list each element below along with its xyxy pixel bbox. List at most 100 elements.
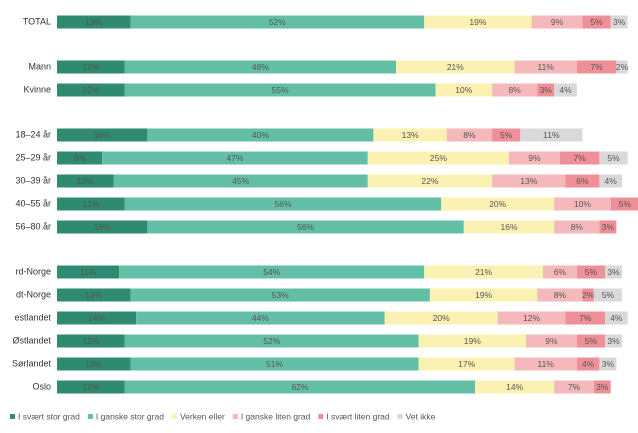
legend-swatch: [171, 414, 177, 419]
value-label: 45%: [232, 176, 249, 186]
value-label: 13%: [402, 130, 419, 140]
value-label: 10%: [574, 199, 591, 209]
value-label: 25%: [430, 153, 447, 163]
value-label: 20%: [489, 199, 506, 209]
value-label: 55%: [272, 85, 289, 95]
legend-label: I ganske stor grad: [96, 411, 164, 421]
value-label: 8%: [571, 222, 584, 232]
bar-segment: [542, 265, 577, 279]
value-label: 13%: [520, 176, 537, 186]
value-label: 21%: [447, 62, 464, 72]
legend-swatch: [10, 414, 15, 419]
value-label: 11%: [538, 359, 555, 369]
bar-segment: [124, 334, 419, 348]
value-label: 5%: [585, 336, 598, 346]
value-label: 16%: [94, 130, 111, 140]
value-label: 17%: [458, 359, 475, 369]
value-label: 3%: [540, 85, 553, 95]
bar-segment: [124, 380, 476, 394]
value-label: 5%: [602, 290, 615, 300]
value-label: 11%: [538, 62, 555, 72]
value-label: 3%: [607, 336, 620, 346]
bar-segment: [593, 288, 622, 302]
value-label: 13%: [85, 290, 102, 300]
bar-segment: [531, 15, 583, 29]
bar-segment: [384, 311, 498, 325]
bar-segment: [565, 174, 600, 188]
value-label: 11%: [543, 130, 560, 140]
value-label: 47%: [226, 153, 243, 163]
bar-segment: [514, 60, 577, 74]
bar-segment: [605, 334, 622, 348]
value-label: 4%: [559, 85, 572, 95]
bar-segment: [605, 311, 628, 325]
bar-segment: [610, 15, 628, 29]
value-label: 6%: [576, 176, 589, 186]
bar-segment: [463, 220, 555, 234]
bar-segment: [441, 197, 555, 211]
bar-segment: [599, 220, 617, 234]
bar-segment: [599, 357, 617, 371]
bar-segment: [554, 220, 600, 234]
value-label: 7%: [573, 153, 586, 163]
value-label: 3%: [613, 17, 626, 27]
value-label: 5%: [619, 199, 632, 209]
bar-segment: [102, 151, 368, 165]
value-label: 16%: [500, 222, 517, 232]
value-label: 8%: [463, 130, 476, 140]
value-label: 56%: [297, 222, 314, 232]
bar-segment: [576, 357, 600, 371]
bar-segment: [124, 197, 442, 211]
bar-segment: [554, 197, 611, 211]
value-label: 7%: [579, 313, 592, 323]
bar-segment: [418, 334, 526, 348]
value-label: 9%: [551, 17, 564, 27]
value-label: 53%: [272, 290, 289, 300]
bar-segment: [57, 174, 114, 188]
category-label: Østlandet: [12, 335, 51, 345]
value-label: 12%: [82, 382, 99, 392]
bar-segment: [57, 380, 125, 394]
bar-segment: [147, 220, 464, 234]
category-label: 56–80 år: [15, 221, 51, 231]
category-label: 18–24 år: [15, 129, 51, 139]
legend-label: I svært liten grad: [326, 411, 390, 421]
bar-segment: [599, 151, 628, 165]
legend-label: Vet ikke: [406, 411, 436, 421]
value-label: 19%: [464, 336, 481, 346]
value-label: 9%: [545, 336, 558, 346]
value-label: 13%: [85, 359, 102, 369]
bar-segment: [124, 83, 436, 97]
bar-segment: [582, 288, 594, 302]
category-label: Oslo: [32, 381, 51, 391]
bar-segment: [616, 60, 628, 74]
bar-segment: [367, 174, 493, 188]
bar-segment: [475, 380, 555, 394]
bar-segment: [57, 334, 125, 348]
value-label: 56%: [274, 199, 291, 209]
bar-segment: [520, 128, 583, 142]
bar-segment: [576, 60, 617, 74]
bar-segment: [537, 83, 555, 97]
value-label: 4%: [582, 359, 595, 369]
bar-segment: [367, 151, 509, 165]
bar-segment: [147, 128, 374, 142]
bar-segment: [57, 15, 131, 29]
legend-swatch: [87, 414, 93, 419]
category-label: Kvinne: [23, 84, 51, 94]
value-label: 3%: [596, 382, 609, 392]
bar-segment: [57, 357, 131, 371]
bar-segment: [429, 288, 538, 302]
value-label: 13%: [85, 17, 102, 27]
bar-segment: [525, 334, 577, 348]
value-label: 5%: [500, 130, 513, 140]
value-label: 52%: [269, 17, 286, 27]
value-label: 3%: [602, 222, 615, 232]
value-label: 7%: [568, 382, 581, 392]
value-label: 6%: [554, 267, 567, 277]
value-label: 12%: [82, 199, 99, 209]
value-label: 2%: [582, 290, 595, 300]
category-label: Sørlandet: [12, 358, 52, 368]
value-label: 12%: [523, 313, 540, 323]
